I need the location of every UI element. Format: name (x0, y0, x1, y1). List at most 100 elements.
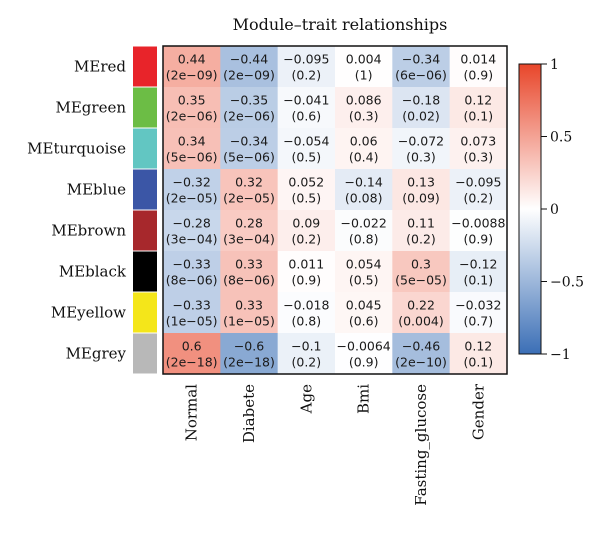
cell-pvalue-label: (5e−06) (166, 150, 218, 165)
module-swatch-MEturquoise (133, 128, 157, 169)
cell-pvalue-label: (6e−06) (395, 68, 447, 83)
cell-correlation-label: 0.011 (288, 257, 324, 272)
module-swatch-MEblack (133, 251, 157, 292)
cell-pvalue-label: (5e−05) (395, 273, 447, 288)
column-label: Bmi (355, 384, 373, 414)
cell-pvalue-label: (0.1) (464, 355, 494, 370)
cell-correlation-label: 0.004 (346, 52, 382, 67)
heatmap-cell (392, 333, 450, 375)
module-swatch-MEgreen (133, 87, 157, 128)
heatmap-cell (335, 333, 393, 375)
cell-pvalue-label: (0.6) (349, 314, 379, 329)
cell-correlation-label: −0.34 (402, 52, 440, 67)
cell-pvalue-label: (0.004) (398, 314, 444, 329)
row-label: MEbrown (51, 222, 126, 240)
cell-pvalue-label: (0.2) (464, 191, 494, 206)
cell-pvalue-label: (2e−06) (166, 109, 218, 124)
heatmap-cell (220, 333, 278, 375)
cell-correlation-label: 0.12 (464, 339, 492, 354)
cell-pvalue-label: (0.02) (402, 109, 440, 124)
heatmap-cell (277, 292, 336, 334)
heatmap-cell (220, 210, 278, 252)
cell-pvalue-label: (0.9) (349, 355, 379, 370)
cell-correlation-label: −0.33 (173, 298, 211, 313)
cell-pvalue-label: (3e−04) (223, 232, 275, 247)
cell-correlation-label: −0.35 (230, 93, 268, 108)
heatmap-cell (392, 210, 450, 252)
module-color-swatches (133, 46, 157, 374)
heatmap-cell (220, 251, 278, 293)
cell-pvalue-label: (5e−06) (223, 150, 275, 165)
heatmap-cell (335, 210, 393, 252)
heatmap-cell (392, 251, 450, 293)
cell-pvalue-label: (0.4) (349, 150, 379, 165)
heatmap-cell (277, 333, 336, 375)
row-labels: MEred MEgreen MEturquoise MEblue MEbrown MEbl… (27, 58, 127, 363)
cell-correlation-label: 0.32 (235, 175, 263, 190)
heatmap-cell (335, 128, 393, 170)
cell-pvalue-label: (2e−06) (223, 109, 275, 124)
heatmap-cell (449, 333, 508, 375)
heatmap-cell (449, 292, 508, 334)
cell-correlation-label: 0.22 (407, 298, 435, 313)
heatmap-cell (163, 292, 221, 334)
cell-pvalue-label: (0.5) (292, 150, 322, 165)
cell-pvalue-label: (3e−04) (166, 232, 218, 247)
cell-pvalue-label: (1) (355, 68, 373, 83)
cell-correlation-label: −0.095 (283, 52, 329, 67)
cell-correlation-label: −0.44 (230, 52, 268, 67)
cell-pvalue-label: (8e−06) (223, 273, 275, 288)
cell-correlation-label: −0.032 (455, 298, 501, 313)
heatmap-cell (449, 169, 508, 211)
module-swatch-MEyellow (133, 292, 157, 333)
heatmap-cell (335, 251, 393, 293)
colorbar-tick-label: 0.5 (550, 130, 572, 146)
cell-correlation-label: −0.022 (341, 216, 387, 231)
row-label: MEgrey (66, 345, 127, 363)
heatmap-cell (392, 46, 450, 88)
cell-correlation-label: −0.34 (230, 134, 268, 149)
cell-correlation-label: 0.086 (346, 93, 382, 108)
cell-pvalue-label: (2e−05) (166, 191, 218, 206)
column-label: Diabete (240, 384, 258, 443)
column-label: Age (297, 384, 315, 414)
cell-pvalue-label: (0.9) (464, 68, 494, 83)
colorbar-tick-label: −0.5 (550, 275, 584, 291)
cell-correlation-label: 0.12 (464, 93, 492, 108)
heatmap-cell (277, 251, 336, 293)
heatmap-cell (449, 87, 508, 129)
column-label: Fasting_glucose (412, 384, 430, 506)
cell-correlation-label: −0.041 (283, 93, 329, 108)
heatmap-cell (277, 169, 336, 211)
heatmap-cell (277, 210, 336, 252)
cell-pvalue-label: (0.9) (464, 232, 494, 247)
cell-correlation-label: 0.052 (288, 175, 324, 190)
heatmap-cell (335, 292, 393, 334)
cell-pvalue-label: (0.8) (292, 314, 322, 329)
cell-pvalue-label: (0.3) (349, 109, 379, 124)
cell-pvalue-label: (0.3) (464, 150, 494, 165)
heatmap-cell (220, 128, 278, 170)
module-swatch-MEbrown (133, 210, 157, 251)
cell-correlation-label: −0.0064 (337, 339, 391, 354)
cell-correlation-label: −0.0088 (451, 216, 505, 231)
cell-correlation-label: 0.3 (411, 257, 431, 272)
heatmap-cell (392, 128, 450, 170)
cell-pvalue-label: (0.3) (406, 150, 436, 165)
cell-correlation-label: 0.054 (346, 257, 382, 272)
cell-pvalue-label: (0.08) (345, 191, 383, 206)
cell-correlation-label: −0.095 (455, 175, 501, 190)
cell-correlation-label: −0.18 (402, 93, 440, 108)
cell-correlation-label: 0.014 (460, 52, 496, 67)
cell-correlation-label: 0.11 (407, 216, 435, 231)
column-label: Gender (469, 383, 487, 440)
heatmap-cell (392, 292, 450, 334)
heatmap-cell (392, 169, 450, 211)
row-label: MEred (74, 58, 126, 76)
cell-pvalue-label: (0.2) (292, 232, 322, 247)
heatmap-cell (220, 169, 278, 211)
cell-correlation-label: 0.34 (178, 134, 206, 149)
cell-pvalue-label: (2e−10) (395, 355, 447, 370)
cell-correlation-label: 0.09 (292, 216, 320, 231)
colorbar-tick-label: 0 (550, 202, 559, 218)
